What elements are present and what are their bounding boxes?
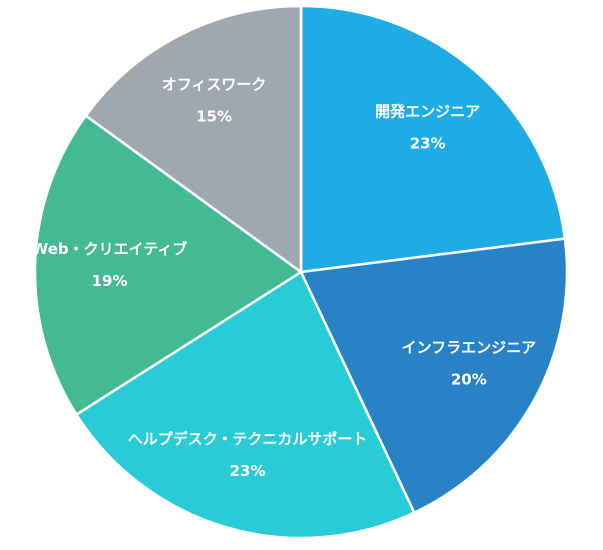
slice-label-2: ヘルプデスク・テクニカルサポート	[128, 430, 368, 448]
slice-label-3: Web・クリエイティブ	[32, 240, 188, 258]
slice-value-label-4: 15%	[196, 107, 232, 125]
slice-label-0: 開発エンジニア	[375, 102, 480, 120]
slice-value-label-3: 19%	[92, 272, 128, 290]
slice-value-label-0: 23%	[410, 134, 446, 152]
slice-value-label-2: 23%	[230, 462, 266, 480]
slice-label-4: オフィスワーク	[162, 75, 267, 93]
pie-slice-4	[84, 4, 303, 275]
slice-label-1: インフラエンジニア	[402, 338, 537, 356]
pie-slice-3	[33, 113, 304, 417]
pie-slice-0	[299, 4, 567, 274]
pie-slice-2	[74, 270, 416, 540]
slice-value-label-1: 20%	[451, 370, 487, 388]
pie-slice-1	[299, 237, 569, 515]
